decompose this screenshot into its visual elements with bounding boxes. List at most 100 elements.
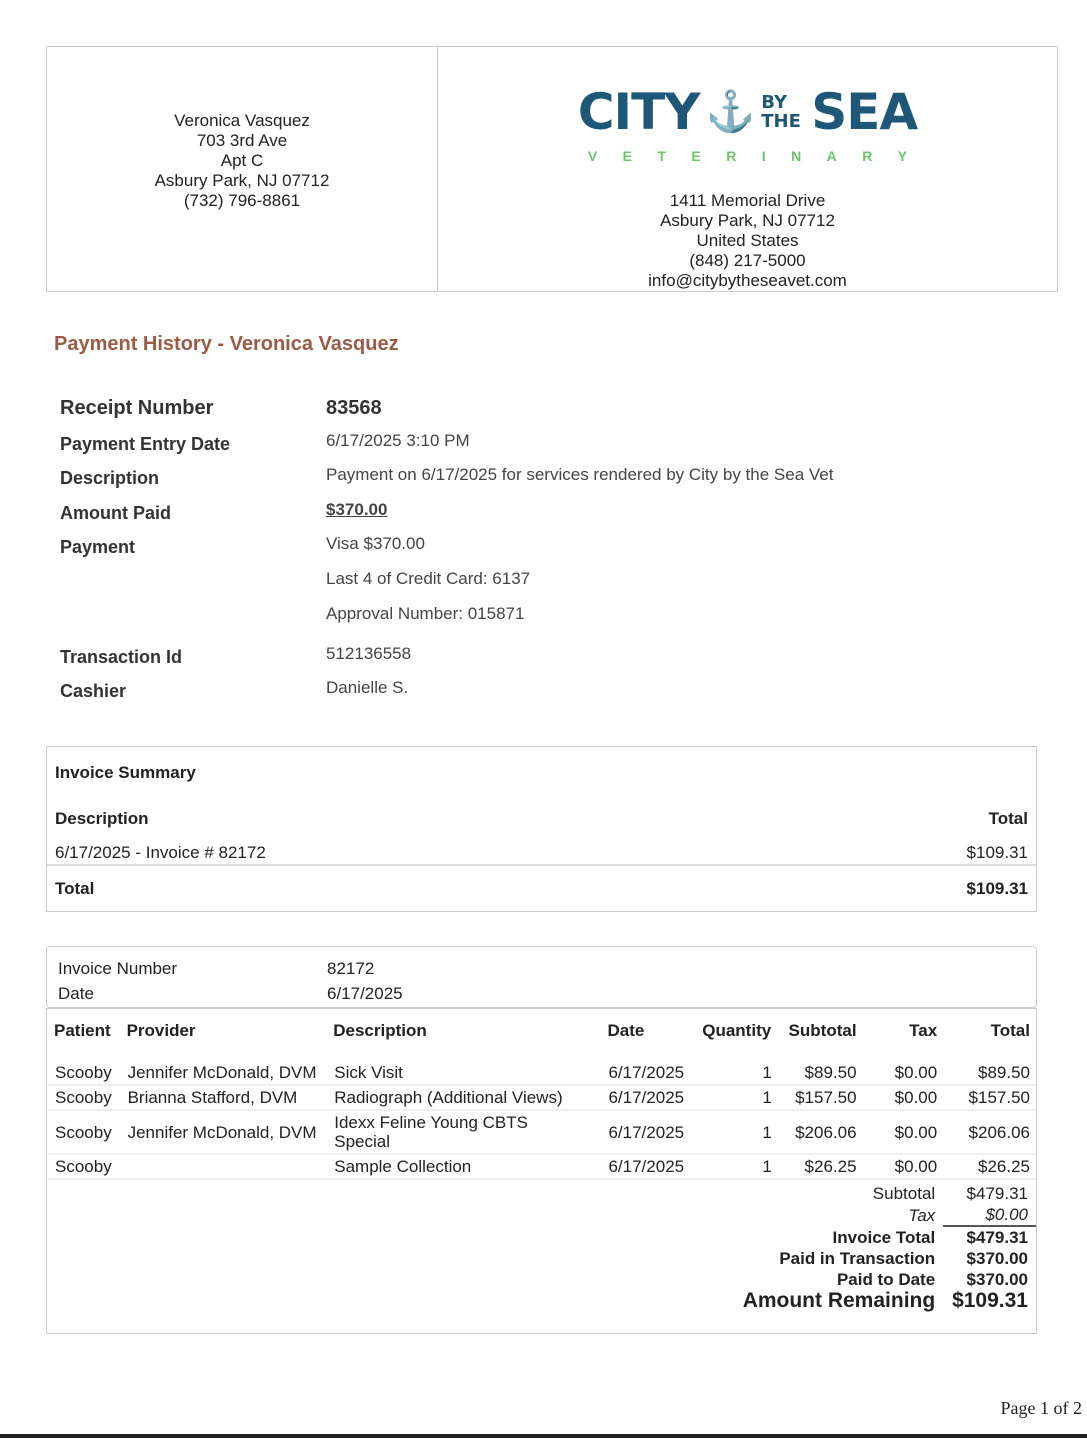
summary-title: Invoice Summary [55,763,196,782]
logo-wordmark: CITY ⚓ BY THE SEA [577,81,918,143]
logo-letter: V [587,148,598,164]
column-header: Patient [54,1021,111,1040]
totals-label: Tax [908,1205,936,1225]
totals-label: Invoice Total [832,1227,936,1247]
summary-row-total: $109.31 [966,843,1028,862]
description: Payment on 6/17/2025 for services render… [326,465,834,484]
clinic-street: 1411 Memorial Drive [669,191,826,210]
receipt-label: Receipt Number [60,397,214,419]
divider [47,864,1036,866]
table-row: Scooby Brianna Stafford, DVM Radiograph (A… [47,1085,1036,1111]
table-cell: 6/17/2025 [600,1061,696,1086]
table-row: Scooby Jennifer McDonald, DVM Idexx Feline… [47,1110,1036,1155]
table-cell: $26.25 [943,1154,1036,1180]
table-cell [119,1154,327,1180]
clinic-country: United States [696,231,799,250]
invoice-number-label: Invoice Number [58,959,178,978]
column-header: Total [990,1021,1030,1040]
totals-value: $109.31 [952,1289,1028,1312]
column-header: Description [333,1021,427,1040]
summary-total-label: Total [55,879,95,898]
logo-letter: R [726,148,737,164]
table-cell: $157.50 [777,1085,863,1111]
amount-paid-link[interactable]: $370.00 [326,500,388,519]
totals-label: Paid to Date [836,1270,936,1289]
summary-row-desc: 6/17/2025 - Invoice # 82172 [55,843,266,862]
table-cell: Idexx Feline Young CBTS Special [326,1110,601,1155]
clinic-logo-area: CITY ⚓ BY THE SEA V E T E R I N A R Y [438,81,1057,165]
page-title: Payment History - Veronica Vasquez [54,333,399,355]
approval-number: Approval Number: 015871 [326,604,525,623]
client-name: Veronica Vasquez [174,111,310,130]
table-cell: 6/17/2025 [600,1085,696,1111]
payment-label: Payment [60,537,136,557]
table-cell: Radiograph (Additional Views) [326,1085,601,1111]
entry-date-label: Payment Entry Date [60,434,231,454]
totals-row: Paid in Transaction $370.00 [47,1248,1036,1269]
totals-row: Subtotal $479.31 [47,1179,1036,1204]
summary-header: Description Total [55,809,1028,829]
invoice-summary: Invoice Summary Description Total 6/17/20… [46,746,1037,912]
column-header: Provider [126,1021,196,1040]
table-cell: $89.50 [943,1061,1036,1086]
table-cell: Jennifer McDonald, DVM [119,1110,327,1155]
table-cell: Scooby [47,1110,120,1155]
logo-by-the: BY THE [761,92,801,132]
summary-total: $109.31 [966,879,1028,898]
invoice-number: 82172 [327,959,375,978]
col-description: Description [55,809,149,828]
table-cell: $0.00 [862,1061,944,1086]
table-cell: 1 [695,1110,778,1155]
table-cell: Brianna Stafford, DVM [119,1085,327,1111]
client-address1: 703 3rd Ave [196,131,288,150]
invoice-items: Patient Provider Description Date Quantity Su… [46,1008,1037,1334]
clinic-city: Asbury Park, NJ 07712 [660,211,835,230]
invoice-header: Invoice Number 82172 Date 6/17/2025 [46,946,1037,1008]
table-cell: 1 [695,1085,778,1111]
client-phone: (732) 796-8861 [183,191,301,210]
divider [437,47,438,291]
clinic-email: info@citybytheseavet.com [648,271,847,290]
logo-letter: T [657,148,666,164]
entry-date: 6/17/2025 3:10 PM [326,431,470,450]
totals-value: $370.00 [966,1270,1028,1289]
table-cell: Scooby [47,1085,120,1111]
totals-value: $370.00 [966,1249,1028,1268]
logo-letter: E [691,148,701,164]
table-cell: $0.00 [862,1154,944,1180]
summary-row: 6/17/2025 - Invoice # 82172 $109.31 [55,843,1028,863]
table-cell: $157.50 [943,1085,1036,1111]
cashier-label: Cashier [60,681,127,701]
letterhead: Veronica Vasquez 703 3rd Ave Apt C Asbur… [46,46,1058,292]
table-header: Patient Provider Description Date Quantity Su… [47,1009,1036,1061]
clinic-phone: (848) 217-5000 [689,251,806,270]
summary-heading: Invoice Summary [55,763,1028,783]
logo-city: CITY [577,83,701,141]
logo-letter: R [862,148,873,164]
column-header: Date [607,1021,645,1040]
table-cell: $0.00 [862,1085,944,1111]
page-number: Page 1 of 2 [1000,1398,1082,1418]
table-row: Scooby Sample Collection 6/17/2025 1 $26.25 $… [47,1154,1036,1180]
table-cell: $26.25 [777,1154,863,1180]
amount-paid-label: Amount Paid [60,503,171,523]
table-cell: 1 [695,1061,778,1086]
column-header: Subtotal [788,1021,857,1040]
table-cell: $89.50 [777,1061,863,1086]
invoice-table: Patient Provider Description Date Quantity Su… [47,1009,1036,1311]
totals-value: $479.31 [966,1184,1028,1203]
totals-row: Invoice Total $479.31 [47,1226,1036,1248]
totals-label: Subtotal [872,1184,936,1203]
logo-letter: A [826,148,837,164]
invoice-date-label: Date [58,984,94,1003]
logo-letter: E [622,148,632,164]
invoice-date: 6/17/2025 [327,984,403,1003]
clinic-address: 1411 Memorial Drive Asbury Park, NJ 0771… [438,191,1057,291]
logo-letter: Y [897,148,908,164]
logo-sea: SEA [811,83,918,141]
table-cell: $206.06 [943,1110,1036,1155]
totals-value: $0.00 [943,1204,1036,1227]
client-city: Asbury Park, NJ 07712 [154,171,330,190]
